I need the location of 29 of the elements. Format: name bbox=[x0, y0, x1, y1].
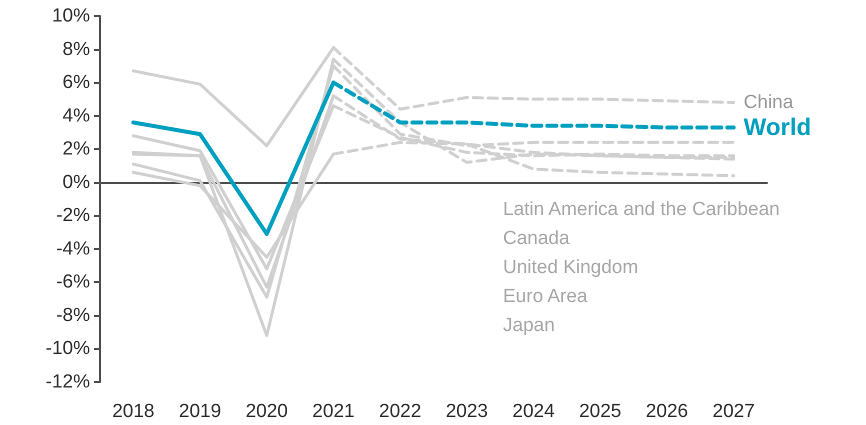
annotation: Japan bbox=[503, 315, 555, 336]
x-tick-label: 2027 bbox=[712, 401, 755, 422]
x-tick-label: 2018 bbox=[112, 401, 154, 422]
annotation: Euro Area bbox=[503, 286, 588, 307]
y-tick-label: -8% bbox=[56, 304, 90, 326]
y-tick-label: 8% bbox=[62, 38, 90, 60]
y-tick-label: 0% bbox=[62, 172, 90, 193]
y-tick-label: -6% bbox=[56, 272, 90, 293]
y-tick-label: -4% bbox=[56, 238, 90, 260]
x-tick-label: 2023 bbox=[446, 401, 488, 422]
annotation: United Kingdom bbox=[503, 257, 638, 278]
x-tick-label: 2022 bbox=[379, 401, 422, 422]
x-tick-label: 2024 bbox=[512, 401, 556, 422]
series-label: World bbox=[744, 114, 812, 141]
y-tick-label: -12% bbox=[46, 372, 90, 392]
annotation: Latin America and the Caribbean bbox=[503, 199, 780, 220]
y-tick-label: 6% bbox=[62, 72, 90, 94]
x-tick-label: 2026 bbox=[646, 401, 688, 422]
annotation: Canada bbox=[503, 228, 570, 249]
x-tick-label: 2021 bbox=[312, 401, 355, 422]
y-tick-label: 4% bbox=[62, 105, 90, 126]
series-label: China bbox=[744, 92, 794, 114]
x-tick-label: 2019 bbox=[178, 401, 222, 422]
y-tick-label: 2% bbox=[62, 138, 90, 160]
y-tick-label: -2% bbox=[56, 205, 90, 226]
y-tick-label: -10% bbox=[46, 338, 90, 360]
x-tick-label: 2025 bbox=[579, 401, 622, 422]
x-tick-label: 2020 bbox=[246, 401, 288, 422]
y-tick-label: 10% bbox=[52, 6, 90, 26]
